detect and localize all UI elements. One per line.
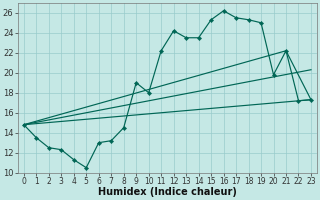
X-axis label: Humidex (Indice chaleur): Humidex (Indice chaleur) [98, 187, 237, 197]
